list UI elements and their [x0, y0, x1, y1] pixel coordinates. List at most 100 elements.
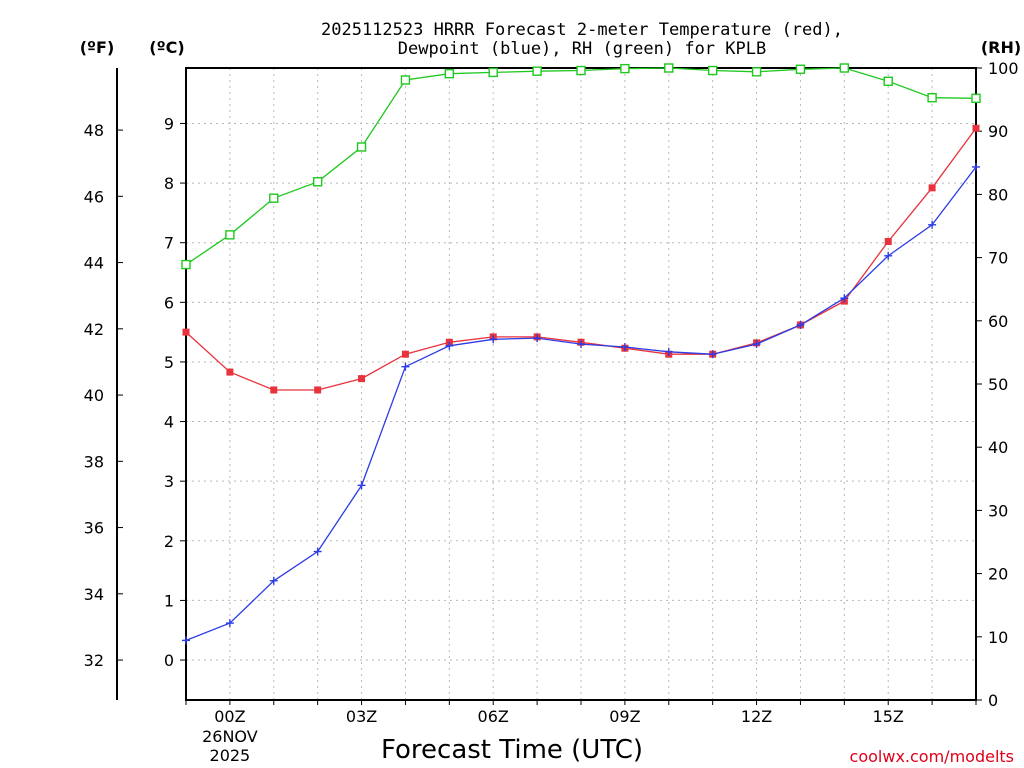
fahrenheit-tick-label: 48 — [84, 121, 104, 140]
x-tick-label: 03Z — [346, 707, 377, 726]
dewpoint-point — [884, 251, 893, 260]
rh-tick-label: 20 — [988, 565, 1008, 584]
x-tick-label: 12Z — [741, 707, 772, 726]
celsius-tick-label: 4 — [164, 413, 174, 432]
x-tick-sublabel: 26NOV — [202, 727, 258, 746]
rh-point — [269, 193, 279, 203]
temperature-point — [182, 328, 190, 336]
x-tick-label: 06Z — [478, 707, 509, 726]
dewpoint-point — [533, 334, 542, 343]
x-axis-title: Forecast Time (UTC) — [381, 735, 643, 765]
dewpoint-point — [708, 350, 717, 359]
dewpoint-point — [445, 341, 454, 350]
temperature-point — [884, 238, 892, 246]
fahrenheit-tick-label: 32 — [84, 651, 104, 670]
credit-text: coolwx.com/modelts — [850, 747, 1014, 766]
rh-tick-label: 10 — [988, 628, 1008, 647]
dewpoint-point — [752, 340, 761, 349]
dewpoint-point — [401, 362, 410, 371]
rh-point — [312, 177, 323, 187]
rh-point — [576, 65, 586, 76]
x-tick-sublabel: 2025 — [210, 746, 251, 765]
x-tick-label: 15Z — [873, 707, 904, 726]
fahrenheit-tick-label: 42 — [84, 320, 104, 339]
celsius-tick-label: 6 — [164, 293, 174, 312]
temperature-point — [972, 124, 980, 132]
celsius-unit-label: (ºC) — [149, 38, 184, 57]
rh-unit-label: (RH) — [981, 38, 1021, 57]
rh-point — [620, 63, 630, 74]
dewpoint-point — [796, 320, 805, 329]
plot-frame — [185, 67, 977, 701]
rh-point — [927, 93, 937, 103]
dewpoint-point — [313, 547, 322, 556]
rh-point — [883, 76, 893, 86]
dewpoint-point — [357, 481, 366, 490]
dewpoint-line — [185, 166, 977, 642]
rh-point — [181, 259, 191, 270]
grid-lines — [186, 68, 976, 700]
celsius-tick-label: 0 — [164, 651, 174, 670]
celsius-tick-label: 7 — [164, 234, 174, 253]
dewpoint-point — [840, 294, 849, 303]
temperature-point — [928, 184, 936, 192]
fahrenheit-tick-label: 40 — [84, 386, 104, 405]
celsius-tick-label: 5 — [164, 353, 174, 372]
fahrenheit-unit-label: (ºF) — [80, 38, 115, 57]
temperature-point — [314, 386, 322, 394]
chart-title-line-1: 2025112523 HRRR Forecast 2-meter Tempera… — [321, 20, 843, 40]
rh-tick-label: 70 — [988, 249, 1008, 268]
data-series — [181, 63, 981, 645]
celsius-tick-label: 2 — [164, 532, 174, 551]
rh-point — [707, 65, 718, 76]
rh-tick-label: 90 — [988, 122, 1008, 141]
rh-tick-label: 80 — [988, 185, 1008, 204]
dewpoint-point — [664, 347, 673, 356]
rh-point — [751, 67, 762, 77]
celsius-tick-label: 1 — [164, 591, 174, 610]
rh-point — [400, 75, 411, 85]
fahrenheit-tick-label: 36 — [84, 519, 104, 538]
dewpoint-point — [620, 343, 629, 352]
dewpoint-point — [489, 335, 498, 344]
fahrenheit-tick-label: 34 — [84, 585, 104, 604]
rh-point — [444, 68, 455, 79]
rh-point — [971, 93, 981, 104]
rh-point — [488, 67, 498, 78]
axes — [116, 67, 982, 705]
fahrenheit-tick-label: 44 — [84, 254, 104, 273]
rh-tick-label: 60 — [988, 312, 1008, 331]
temperature-point — [226, 368, 234, 376]
fahrenheit-tick-label: 38 — [84, 452, 104, 471]
rh-line — [185, 67, 977, 266]
celsius-tick-label: 9 — [164, 114, 174, 133]
dewpoint-point — [182, 636, 190, 645]
celsius-tick-label: 8 — [164, 174, 174, 193]
dewpoint-point — [577, 340, 585, 349]
rh-point — [839, 63, 850, 73]
temperature-point — [401, 350, 409, 358]
rh-tick-label: 100 — [988, 59, 1019, 78]
temperature-point — [358, 375, 366, 383]
rh-point — [356, 142, 367, 152]
dewpoint-point — [928, 220, 937, 229]
dewpoint-point — [269, 576, 278, 585]
rh-tick-label: 40 — [988, 438, 1008, 457]
rh-tick-label: 0 — [988, 691, 998, 710]
rh-point — [225, 230, 235, 240]
dewpoint-point — [972, 162, 980, 171]
x-tick-label: 00Z — [214, 707, 245, 726]
temperature-point — [270, 386, 278, 394]
chart-title-line-2: Dewpoint (blue), RH (green) for KPLB — [398, 39, 766, 59]
rh-point — [532, 66, 542, 76]
x-tick-label: 09Z — [609, 707, 640, 726]
dewpoint-point — [225, 619, 234, 628]
rh-tick-label: 30 — [988, 501, 1008, 520]
fahrenheit-tick-label: 46 — [84, 187, 104, 206]
celsius-tick-label: 3 — [164, 472, 174, 491]
rh-point — [664, 63, 674, 73]
rh-point — [795, 64, 806, 74]
rh-tick-label: 50 — [988, 375, 1008, 394]
